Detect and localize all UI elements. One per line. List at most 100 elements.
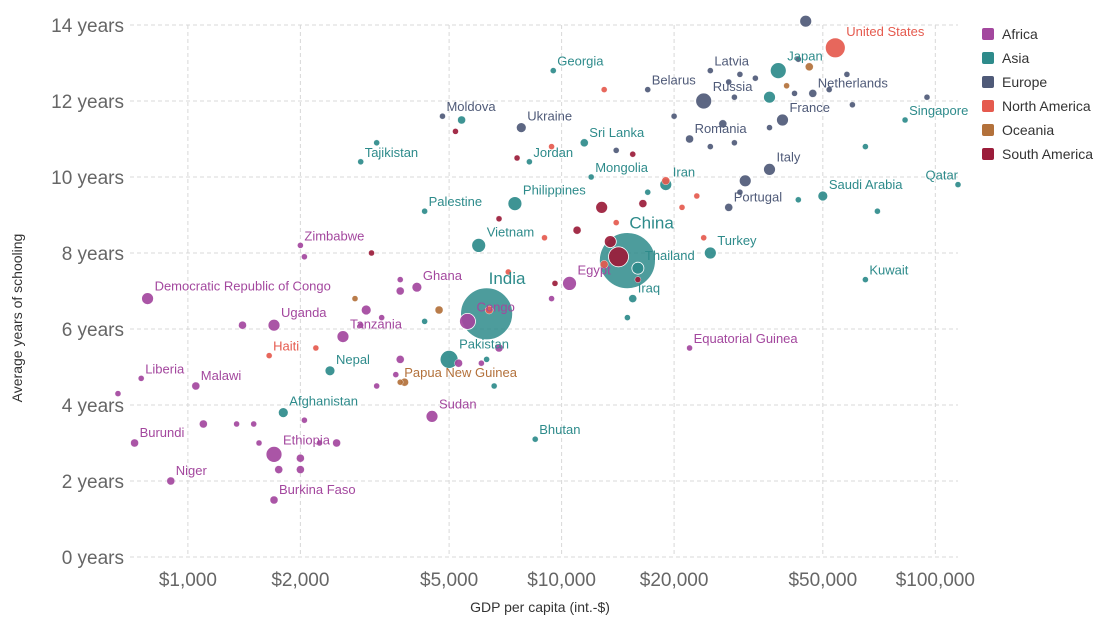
data-point (849, 101, 856, 109)
data-point (360, 304, 372, 316)
legend-swatch (982, 52, 994, 64)
data-point (763, 90, 776, 104)
data-point (541, 234, 548, 242)
data-point (731, 139, 738, 147)
data-point (628, 294, 637, 303)
point-label: Niger (176, 463, 208, 478)
data-point (505, 268, 512, 276)
data-point (277, 407, 289, 419)
data-point (434, 305, 444, 315)
data-point (725, 78, 732, 86)
data-point (817, 190, 829, 202)
data-point (624, 314, 631, 321)
data-point (452, 128, 459, 135)
legend-label: South America (1002, 146, 1093, 162)
point-label: Kuwait (869, 263, 908, 278)
data-point (274, 465, 283, 474)
data-point (707, 143, 714, 150)
point-label: Qatar (925, 168, 958, 183)
legend-swatch (982, 148, 994, 160)
point-label: Vietnam (487, 224, 534, 239)
data-point (874, 207, 881, 215)
point-label: Democratic Republic of Congo (155, 279, 331, 294)
point-label: Italy (777, 149, 801, 164)
data-point (357, 158, 364, 166)
data-point (316, 439, 323, 447)
point-label: India (489, 269, 526, 288)
data-point (634, 276, 642, 283)
point-label: Sudan (439, 396, 477, 411)
data-point (686, 344, 693, 352)
data-point (825, 86, 833, 93)
x-axis-title: GDP per capita (int.-$) (470, 599, 610, 615)
data-point (629, 150, 636, 158)
data-point (644, 188, 651, 196)
data-point (301, 417, 308, 424)
point-labels: United States Japan Latvia Georgia Belarus Ru… (140, 24, 969, 497)
x-tick-label: $10,000 (527, 570, 596, 591)
data-point (494, 343, 504, 353)
data-point (141, 292, 154, 306)
point-label: Papua New Guinea (404, 365, 518, 380)
point-label: Belarus (652, 73, 697, 88)
data-point (378, 314, 385, 321)
x-axis-ticks: $1,000 $2,000 $5,000 $10,000 $20,000 $50,000 $… (159, 570, 975, 591)
data-point (548, 143, 555, 150)
data-point (296, 465, 305, 474)
data-point (471, 237, 487, 253)
data-point (752, 74, 759, 82)
data-point (495, 215, 503, 223)
data-point (439, 112, 446, 120)
data-point (551, 280, 559, 287)
point-label: Philippines (523, 183, 586, 198)
data-point (191, 381, 201, 391)
data-point (526, 158, 533, 166)
point-label: Zimbabwe (304, 228, 364, 243)
data-point (638, 199, 648, 208)
data-point (738, 174, 752, 188)
data-point (769, 62, 787, 79)
data-point (478, 360, 485, 367)
y-tick-label: 10 years (51, 168, 124, 189)
data-point (799, 14, 813, 28)
data-point (267, 318, 281, 332)
data-point (199, 419, 208, 429)
x-tick-label: $1,000 (159, 570, 217, 591)
data-point (421, 207, 428, 215)
point-label: Netherlands (818, 75, 889, 90)
data-point (550, 67, 557, 74)
data-point (357, 322, 364, 329)
legend-label: Africa (1002, 26, 1038, 42)
data-point (923, 93, 931, 101)
legend-label: North America (1002, 98, 1091, 114)
data-point (336, 330, 350, 344)
data-point (396, 355, 405, 364)
data-point (736, 71, 744, 78)
point-label: Ghana (423, 268, 463, 283)
point-label: Iran (673, 165, 695, 180)
data-point (776, 113, 789, 127)
data-point (265, 352, 273, 359)
point-label: Uganda (281, 305, 327, 320)
data-point (695, 92, 713, 110)
x-tick-label: $2,000 (271, 570, 329, 591)
point-label: Palestine (429, 194, 482, 209)
point-label: Turkey (717, 233, 757, 248)
y-tick-label: 6 years (62, 320, 124, 341)
data-point (580, 138, 589, 148)
point-label: Egypt (578, 262, 612, 277)
data-point (595, 200, 609, 214)
data-point (670, 112, 678, 120)
data-point (587, 173, 595, 181)
data-point (130, 438, 139, 448)
data-point (166, 476, 175, 486)
legend-swatch (982, 76, 994, 88)
point-label: Japan (787, 49, 822, 64)
point-label: China (629, 214, 674, 233)
data-point (250, 420, 257, 428)
data-point (396, 286, 405, 296)
point-label: Burundi (140, 425, 185, 440)
data-point (515, 122, 527, 133)
data-point (312, 344, 320, 352)
data-point (411, 281, 423, 293)
